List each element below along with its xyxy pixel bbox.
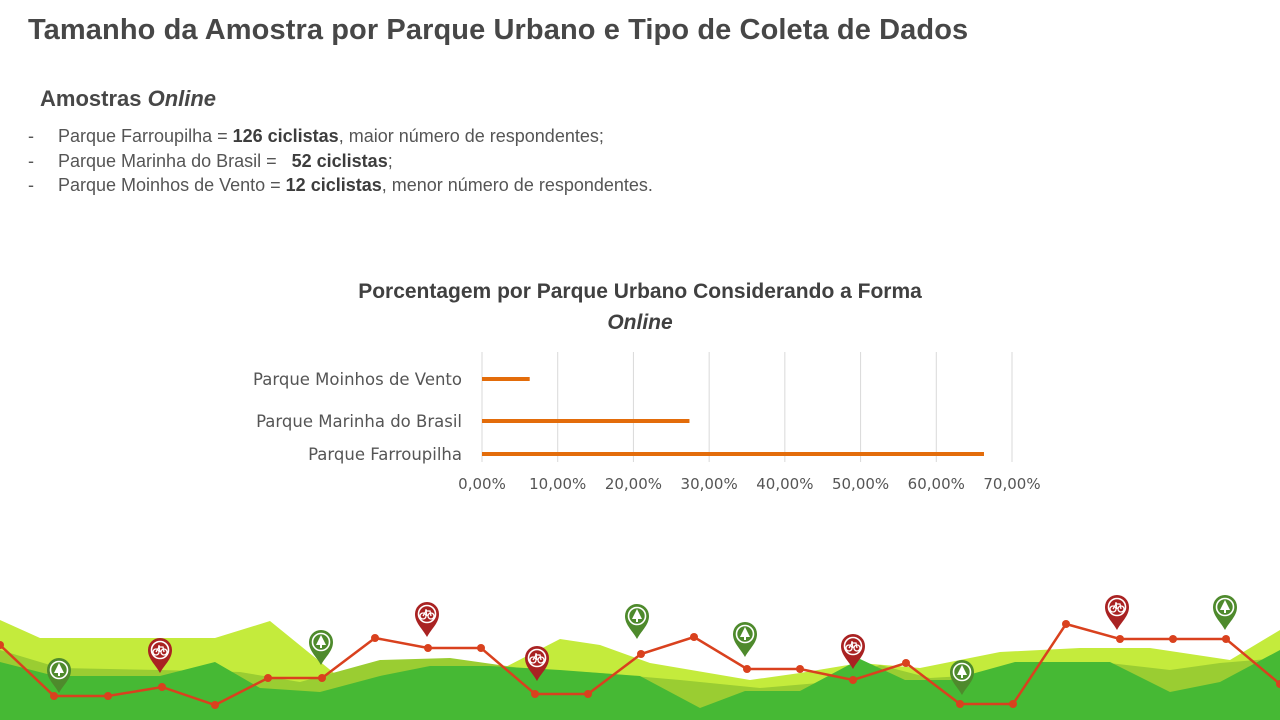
- route-dot: [158, 683, 166, 691]
- map-pin: [309, 630, 333, 665]
- map-pin: [841, 634, 865, 669]
- map-pin: [1213, 595, 1237, 630]
- map-pin: [950, 660, 974, 695]
- route-dot: [424, 644, 432, 652]
- list-item-text: Parque Moinhos de Vento =: [58, 175, 286, 195]
- x-tick-label: 50,00%: [832, 475, 889, 493]
- subheading-prefix: Amostras: [40, 86, 148, 111]
- map-pin: [733, 622, 757, 657]
- route-dot: [371, 634, 379, 642]
- bar: [482, 377, 530, 381]
- list-item-note: , maior número de respondentes;: [338, 126, 604, 146]
- tree-icon: [54, 663, 64, 676]
- route-dot: [796, 665, 804, 673]
- map-pins: [47, 595, 1237, 695]
- category-label: Parque Marinha do Brasil: [256, 412, 462, 431]
- map-pin: [625, 604, 649, 639]
- chart-title-line1: Porcentagem por Parque Urbano Consideran…: [358, 280, 922, 303]
- route-dot: [50, 692, 58, 700]
- bicycle-icon: [152, 645, 168, 656]
- route-dot: [1116, 635, 1124, 643]
- route-dot: [902, 659, 910, 667]
- route-dot: [956, 700, 964, 708]
- list-item: - Parque Marinha do Brasil = 52 ciclistas…: [28, 149, 653, 174]
- tree-icon: [1220, 600, 1230, 613]
- bar: [482, 452, 984, 456]
- list-item-count: 12 ciclistas: [285, 175, 382, 195]
- list-item-count: 52 ciclistas: [291, 150, 388, 171]
- list-item: - Parque Farroupilha = 126 ciclistas, mai…: [28, 124, 653, 149]
- map-pin: [415, 602, 439, 637]
- list-item: - Parque Moinhos de Vento = 12 ciclistas,…: [28, 173, 653, 198]
- route-dot: [264, 674, 272, 682]
- route-dot: [531, 690, 539, 698]
- subheading: Amostras Online: [40, 86, 216, 112]
- x-tick-label: 30,00%: [681, 475, 738, 493]
- route-dot: [1222, 635, 1230, 643]
- route-dot: [0, 641, 4, 649]
- bicycle-icon: [419, 609, 435, 620]
- x-tick-label: 70,00%: [983, 475, 1040, 493]
- list-item-note: , menor número de respondentes.: [381, 175, 653, 195]
- bicycle-icon: [529, 653, 545, 664]
- category-label: Parque Moinhos de Vento: [253, 370, 462, 389]
- category-label: Parque Farroupilha: [308, 445, 462, 464]
- list-item-text: Parque Marinha do Brasil =: [58, 150, 292, 171]
- bar: [482, 419, 690, 423]
- x-tick-label: 60,00%: [908, 475, 965, 493]
- bike-route-landscape: [0, 595, 1280, 720]
- map-pin: [1105, 595, 1129, 630]
- route-dot: [1169, 635, 1177, 643]
- route-dot: [743, 665, 751, 673]
- list-dash: -: [28, 175, 34, 195]
- bicycle-icon: [845, 641, 861, 652]
- route-dot: [690, 633, 698, 641]
- route-dot: [849, 676, 857, 684]
- route-dot: [1276, 680, 1280, 688]
- subheading-emphasis: Online: [147, 86, 217, 111]
- x-tick-label: 0,00%: [458, 475, 506, 493]
- x-tick-label: 20,00%: [605, 475, 662, 493]
- route-stops: [0, 620, 1280, 709]
- bicycle-icon: [1109, 602, 1125, 613]
- tree-icon: [316, 635, 326, 648]
- tree-icon: [957, 665, 967, 678]
- slide-title: Tamanho da Amostra por Parque Urbano e T…: [28, 14, 969, 46]
- route-dot: [104, 692, 112, 700]
- route-dot: [211, 701, 219, 709]
- map-pin: [47, 658, 71, 693]
- tree-icon: [740, 627, 750, 640]
- route-dot: [1062, 620, 1070, 628]
- list-item-text: Parque Farroupilha =: [58, 126, 233, 146]
- list-item-count: 126 ciclistas: [232, 126, 339, 146]
- list-item-note: ;: [387, 150, 393, 171]
- chart-title: Porcentagem por Parque Urbano Consideran…: [300, 276, 980, 338]
- sample-list: - Parque Farroupilha = 126 ciclistas, mai…: [28, 124, 653, 198]
- route-dot: [1009, 700, 1017, 708]
- tree-icon: [632, 609, 642, 622]
- x-tick-label: 40,00%: [756, 475, 813, 493]
- route-dot: [637, 650, 645, 658]
- map-pin: [148, 638, 172, 673]
- bar-chart: 0,00% 10,00% 20,00% 30,00% 40,00% 50,00% 60,00…: [253, 352, 1041, 493]
- list-dash: -: [28, 150, 34, 171]
- x-tick-label: 10,00%: [529, 475, 586, 493]
- map-pin: [525, 646, 549, 681]
- route-dot: [477, 644, 485, 652]
- list-dash: -: [28, 126, 34, 146]
- route-dot: [318, 674, 326, 682]
- route-dot: [584, 690, 592, 698]
- chart-title-line2: Online: [607, 311, 673, 334]
